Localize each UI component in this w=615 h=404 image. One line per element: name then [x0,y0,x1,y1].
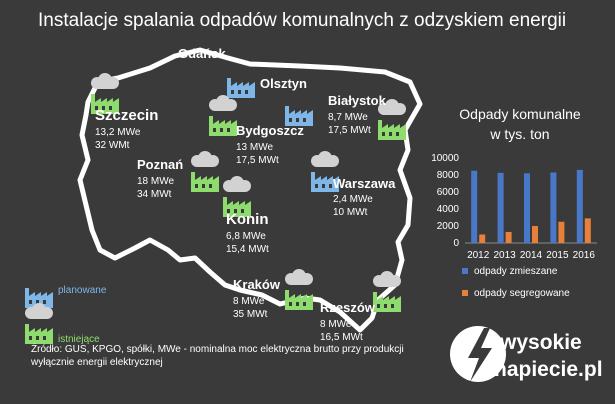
city-label-poznan: Poznań [137,157,184,172]
city-stat-szczecin-1: 13,2 MWe [95,127,141,138]
chart-title-line-1: Odpady komunalne [459,106,581,122]
city-stat-warszawa-2: 10 MWt [333,207,368,218]
facility-icon-bialystok [378,99,406,140]
city-stat-poznan-1: 18 MWe [137,176,175,187]
facility-icon-poznan [191,151,219,192]
map-title: Instalacje spalania odpadów komunalnych … [38,10,567,31]
legend-label-existing: istniejące [58,334,100,345]
city-label-gdansk: Gdańsk [178,46,226,61]
city-stat-krakow-1: 8 MWe [233,296,265,307]
chart-title-line-2: w tys. ton [490,126,550,142]
smoke-cloud-icon [223,176,251,192]
logo-text-top: wysokie [499,331,582,354]
facility-icon-rzeszow [373,271,401,312]
facility-icon-krakow [285,269,313,310]
factory-icon [378,120,406,140]
source-note: Źródło: GUS, KPGO, spółki, MWe - nominal… [31,343,404,369]
factory-icon [285,290,313,310]
facility-icon-olsztyn [285,106,313,126]
logo-bolt [468,328,492,382]
poland-outline [77,47,423,333]
city-stat-rzeszow-1: 8 MWe [320,319,352,330]
city-label-bialystok: Białystok [328,93,386,108]
city-stat-konin-1: 6,8 MWe [226,231,266,242]
city-label-konin: Konin [226,211,269,228]
source-line-2: wyłącznie energii elektrycznej [31,357,163,368]
city-stat-konin-2: 15,4 MWt [226,244,269,255]
smoke-cloud-icon [285,269,313,285]
city-label-rzeszow: Rzeszów [320,300,375,315]
smoke-cloud-icon [378,99,406,115]
facility-icon-szczecin [91,73,119,114]
city-label-olsztyn: Olsztyn [260,76,307,91]
city-stat-szczecin-2: 32 WMt [95,140,130,151]
legend-label-planned: planowane [58,285,107,296]
city-label-warszawa: Warszawa [333,176,396,191]
city-label-bydgoszcz: Bydgoszcz [236,123,304,138]
city-stat-bialystok-1: 8,7 MWe [328,112,368,123]
factory-icon [191,172,219,192]
smoke-cloud-icon [209,95,237,111]
source-line-1: Źródło: GUS, KPGO, spółki, MWe - nominal… [31,344,404,355]
legend-existing-icon [25,303,53,344]
facility-icon-warszawa [311,151,339,192]
legend-planned-icon [25,288,53,308]
city-label-szczecin: Szczecin [95,107,159,124]
facility-icon-bydgoszcz [209,95,237,136]
smoke-cloud-icon [191,151,219,167]
city-stat-bydgoszcz-2: 17,5 MWt [236,155,279,166]
factory-icon [209,116,237,136]
factory-icon [373,292,401,312]
city-label-krakow: Kraków [233,277,280,292]
wysokie-napiecie-logo: wysokie napiecie.pl [450,326,603,382]
facility-icon-gdansk [227,78,255,98]
city-stat-rzeszow-2: 16,5 MWt [320,332,363,343]
city-stat-warszawa-1: 2,4 MWe [333,194,373,205]
logo-text-bottom: napiecie.pl [494,358,603,381]
smoke-cloud-icon [25,303,53,319]
smoke-cloud-icon [373,271,401,287]
factory-icon [25,324,53,344]
city-stat-krakow-2: 35 MWt [233,309,268,320]
smoke-cloud-icon [311,151,339,167]
facility-icon-konin [223,176,251,217]
city-stat-bydgoszcz-1: 13 MWe [236,142,274,153]
city-stat-poznan-2: 34 MWt [137,189,172,200]
city-stat-bialystok-2: 17,5 MWt [328,125,371,136]
smoke-cloud-icon [91,73,119,89]
